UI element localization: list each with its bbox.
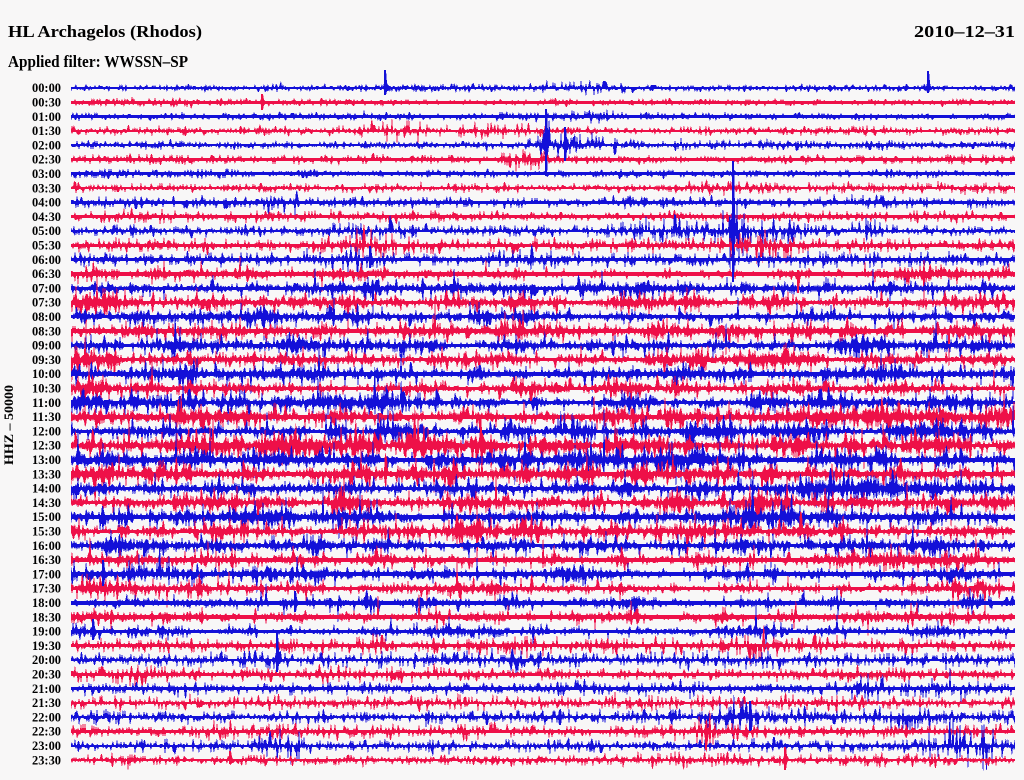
svg-text:06:00: 06:00: [32, 253, 61, 267]
svg-text:10:30: 10:30: [32, 382, 61, 396]
svg-text:15:30: 15:30: [32, 525, 61, 539]
svg-text:18:30: 18:30: [32, 610, 61, 624]
svg-text:19:00: 19:00: [32, 625, 61, 639]
svg-text:17:00: 17:00: [32, 567, 61, 581]
svg-text:16:30: 16:30: [32, 553, 61, 567]
svg-text:13:00: 13:00: [32, 453, 61, 467]
svg-text:07:30: 07:30: [32, 296, 61, 310]
svg-text:05:30: 05:30: [32, 239, 61, 253]
svg-text:06:30: 06:30: [32, 267, 61, 281]
svg-text:11:00: 11:00: [32, 396, 61, 410]
svg-text:17:30: 17:30: [32, 582, 61, 596]
svg-text:Applied filter: WWSSN–SP: Applied filter: WWSSN–SP: [8, 52, 188, 71]
svg-text:18:00: 18:00: [32, 596, 61, 610]
svg-text:11:30: 11:30: [32, 410, 61, 424]
svg-text:20:00: 20:00: [32, 653, 61, 667]
svg-text:21:00: 21:00: [32, 682, 61, 696]
svg-text:10:00: 10:00: [32, 367, 61, 381]
svg-text:08:00: 08:00: [32, 310, 61, 324]
svg-text:21:30: 21:30: [32, 696, 61, 710]
svg-text:03:30: 03:30: [32, 181, 61, 195]
svg-text:HL Archagelos (Rhodos): HL Archagelos (Rhodos): [8, 22, 202, 41]
svg-text:07:00: 07:00: [32, 281, 61, 295]
svg-text:12:00: 12:00: [32, 424, 61, 438]
svg-text:04:00: 04:00: [32, 196, 61, 210]
svg-text:HHZ – 50000: HHZ – 50000: [2, 385, 16, 465]
svg-text:01:30: 01:30: [32, 124, 61, 138]
svg-text:02:00: 02:00: [32, 138, 61, 152]
svg-text:09:00: 09:00: [32, 339, 61, 353]
svg-text:14:00: 14:00: [32, 482, 61, 496]
svg-text:20:30: 20:30: [32, 668, 61, 682]
svg-text:23:30: 23:30: [32, 753, 61, 767]
svg-text:03:00: 03:00: [32, 167, 61, 181]
svg-text:04:30: 04:30: [32, 210, 61, 224]
svg-text:16:00: 16:00: [32, 539, 61, 553]
svg-text:12:30: 12:30: [32, 439, 61, 453]
svg-text:19:30: 19:30: [32, 639, 61, 653]
svg-text:2010–12–31: 2010–12–31: [914, 22, 1015, 41]
svg-text:00:30: 00:30: [32, 96, 61, 110]
svg-text:01:00: 01:00: [32, 110, 61, 124]
svg-text:13:30: 13:30: [32, 467, 61, 481]
svg-text:14:30: 14:30: [32, 496, 61, 510]
svg-text:08:30: 08:30: [32, 324, 61, 338]
svg-text:15:00: 15:00: [32, 510, 61, 524]
svg-text:05:00: 05:00: [32, 224, 61, 238]
svg-text:22:00: 22:00: [32, 710, 61, 724]
svg-text:09:30: 09:30: [32, 353, 61, 367]
svg-text:22:30: 22:30: [32, 725, 61, 739]
svg-text:02:30: 02:30: [32, 153, 61, 167]
svg-text:23:00: 23:00: [32, 739, 61, 753]
svg-text:00:00: 00:00: [32, 81, 61, 95]
